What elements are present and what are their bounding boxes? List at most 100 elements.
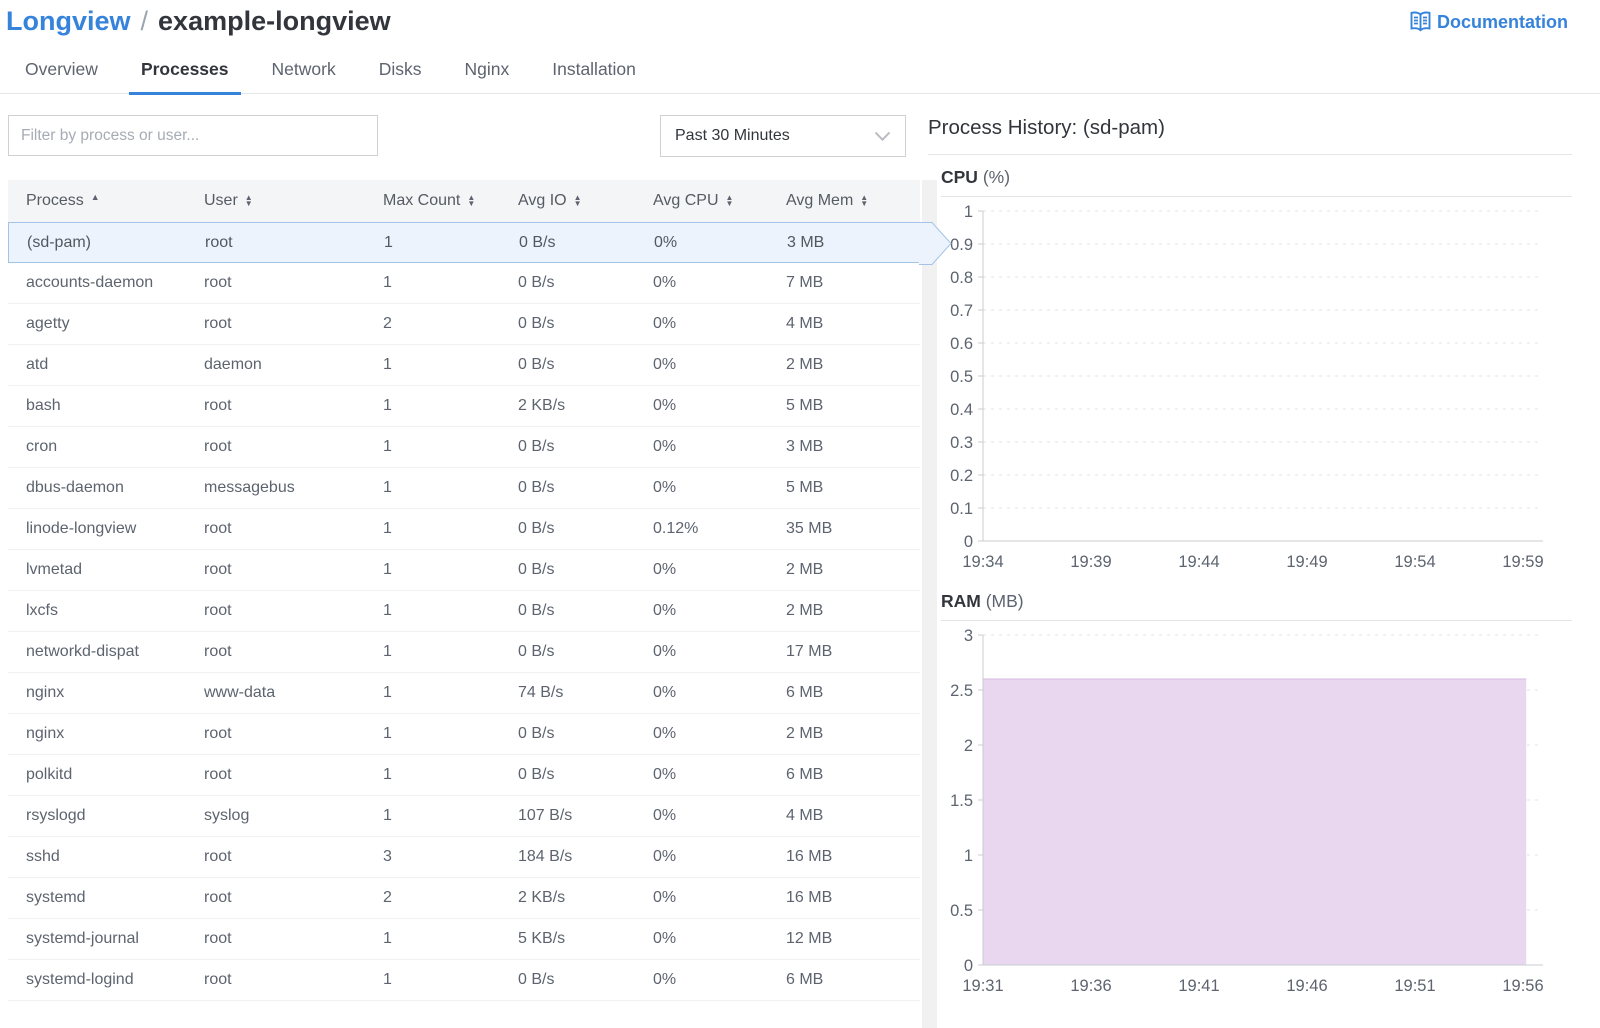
cell-avg-cpu: 0% — [653, 725, 677, 742]
table-row[interactable]: sshd root 3 184 B/s 0% 16 MB — [8, 837, 920, 878]
svg-text:0.2: 0.2 — [950, 467, 973, 485]
table-row[interactable]: accounts-daemon root 1 0 B/s 0% 7 MB — [8, 263, 920, 304]
svg-text:1.5: 1.5 — [950, 792, 973, 810]
cell-avg-mem: 2 MB — [786, 356, 824, 373]
table-row[interactable]: systemd root 2 2 KB/s 0% 16 MB — [8, 878, 920, 919]
process-filter-input[interactable] — [8, 115, 378, 156]
table-row[interactable]: lvmetad root 1 0 B/s 0% 2 MB — [8, 550, 920, 591]
cell-max-count: 1 — [383, 643, 392, 660]
table-row[interactable]: atd daemon 1 0 B/s 0% 2 MB — [8, 345, 920, 386]
cell-avg-io: 0 B/s — [518, 438, 555, 455]
table-row[interactable]: cron root 1 0 B/s 0% 3 MB — [8, 427, 920, 468]
cpu-chart-unit: (%) — [982, 167, 1011, 187]
cell-user: root — [204, 848, 232, 865]
cell-avg-cpu: 0% — [653, 438, 677, 455]
svg-text:0.5: 0.5 — [950, 902, 973, 920]
book-icon — [1407, 10, 1434, 34]
tab-processes[interactable]: Processes — [128, 53, 241, 95]
cell-avg-mem: 2 MB — [786, 602, 824, 619]
cpu-chart: CPU (%) 1 0.9 0.8 0.7 0.6 0.5 0.4 0.3 0.2 0.1 0 19:… — [928, 167, 1572, 575]
cell-avg-mem: 3 MB — [786, 438, 824, 455]
column-header-avg-io[interactable]: Avg IO ▲ ▼ — [518, 192, 653, 210]
column-header-max-count[interactable]: Max Count ▲ ▼ — [383, 192, 518, 210]
table-row[interactable]: nginx root 1 0 B/s 0% 2 MB — [8, 714, 920, 755]
cell-max-count: 1 — [383, 971, 392, 988]
cell-max-count: 1 — [383, 274, 392, 291]
svg-text:2.5: 2.5 — [950, 682, 973, 700]
column-label: User — [204, 192, 238, 209]
sort-icon: ▲ ▼ — [573, 192, 582, 208]
column-header-user[interactable]: User ▲ ▼ — [204, 192, 383, 210]
cell-process: rsyslogd — [26, 807, 86, 824]
column-header-avg-mem[interactable]: Avg Mem ▲ ▼ — [786, 192, 920, 210]
cell-avg-io: 0 B/s — [518, 766, 555, 783]
cell-process: sshd — [26, 848, 60, 865]
table-body: (sd-pam) root 1 0 B/s 0% 3 MB accounts-daemon r… — [8, 222, 952, 1001]
svg-text:0: 0 — [964, 533, 973, 551]
table-row[interactable]: networkd-dispat root 1 0 B/s 0% 17 MB — [8, 632, 920, 673]
time-range-select[interactable]: Past 30 Minutes — [660, 115, 906, 157]
cell-user: root — [204, 766, 232, 783]
svg-text:19:44: 19:44 — [1178, 553, 1219, 571]
svg-text:3: 3 — [964, 627, 973, 645]
cell-avg-io: 2 KB/s — [518, 889, 566, 906]
cell-user: root — [204, 725, 232, 742]
table-row[interactable]: rsyslogd syslog 1 107 B/s 0% 4 MB — [8, 796, 920, 837]
column-label: Process — [26, 192, 84, 209]
cell-user: root — [204, 930, 232, 947]
cell-process: polkitd — [26, 766, 73, 783]
cell-max-count: 1 — [383, 479, 392, 496]
svg-text:0.3: 0.3 — [950, 434, 973, 452]
column-header-process[interactable]: Process ▲ — [26, 192, 204, 210]
cell-max-count: 1 — [384, 233, 393, 251]
table-row[interactable]: lxcfs root 1 0 B/s 0% 2 MB — [8, 591, 920, 632]
tab-disks[interactable]: Disks — [378, 59, 422, 79]
tab-overview[interactable]: Overview — [25, 59, 98, 79]
cell-process: lvmetad — [26, 561, 83, 578]
cell-avg-cpu: 0% — [653, 274, 677, 291]
ram-chart-unit: (MB) — [985, 591, 1024, 611]
column-label: Max Count — [383, 192, 461, 209]
cell-user: daemon — [204, 356, 262, 373]
cell-process: systemd-logind — [26, 971, 134, 988]
tab-network[interactable]: Network — [271, 59, 336, 79]
table-row[interactable]: nginx www-data 1 74 B/s 0% 6 MB — [8, 673, 920, 714]
cell-process: cron — [26, 438, 58, 455]
table-row[interactable]: systemd-logind root 1 0 B/s 0% 6 MB — [8, 960, 920, 1001]
cell-max-count: 1 — [383, 397, 392, 414]
tab-installation[interactable]: Installation — [552, 59, 636, 79]
cell-max-count: 1 — [383, 561, 392, 578]
cell-max-count: 2 — [383, 889, 392, 906]
table-row[interactable]: agetty root 2 0 B/s 0% 4 MB — [8, 304, 920, 345]
svg-text:0.6: 0.6 — [950, 335, 973, 353]
breadcrumb-longview-link[interactable]: Longview — [6, 6, 131, 36]
cell-user: root — [205, 233, 233, 251]
cell-avg-cpu: 0% — [653, 602, 677, 619]
documentation-link[interactable]: Documentation — [1407, 10, 1568, 34]
cell-process: (sd-pam) — [27, 233, 92, 251]
column-label: Avg IO — [518, 192, 567, 209]
vertical-scrollbar[interactable] — [922, 180, 937, 1028]
cell-process: systemd-journal — [26, 930, 139, 947]
cell-user: messagebus — [204, 479, 295, 496]
table-row-selected[interactable]: (sd-pam) root 1 0 B/s 0% 3 MB — [8, 222, 952, 265]
svg-text:19:41: 19:41 — [1178, 977, 1219, 995]
cell-max-count: 1 — [383, 602, 392, 619]
cell-avg-cpu: 0% — [653, 356, 677, 373]
cell-process: linode-longview — [26, 520, 137, 537]
table-row[interactable]: polkitd root 1 0 B/s 0% 6 MB — [8, 755, 920, 796]
column-header-avg-cpu[interactable]: Avg CPU ▲ ▼ — [653, 192, 786, 210]
table-row[interactable]: bash root 1 2 KB/s 0% 5 MB — [8, 386, 920, 427]
cell-avg-mem: 3 MB — [787, 233, 825, 251]
breadcrumb-separator: / — [140, 6, 149, 36]
tab-bar: Overview Processes Network Disks Nginx I… — [0, 53, 1600, 95]
svg-text:0.1: 0.1 — [950, 500, 973, 518]
cell-avg-mem: 17 MB — [786, 643, 833, 660]
table-row[interactable]: dbus-daemon messagebus 1 0 B/s 0% 5 MB — [8, 468, 920, 509]
table-row[interactable]: systemd-journal root 1 5 KB/s 0% 12 MB — [8, 919, 920, 960]
tab-nginx[interactable]: Nginx — [464, 59, 510, 79]
cell-user: root — [204, 520, 232, 537]
table-row[interactable]: linode-longview root 1 0 B/s 0.12% 35 MB — [8, 509, 920, 550]
cell-user: root — [204, 274, 232, 291]
cell-avg-io: 0 B/s — [518, 479, 555, 496]
